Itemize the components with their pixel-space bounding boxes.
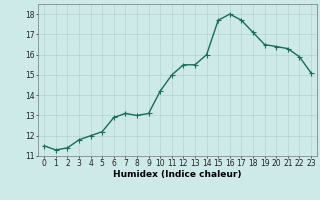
X-axis label: Humidex (Indice chaleur): Humidex (Indice chaleur) xyxy=(113,170,242,179)
